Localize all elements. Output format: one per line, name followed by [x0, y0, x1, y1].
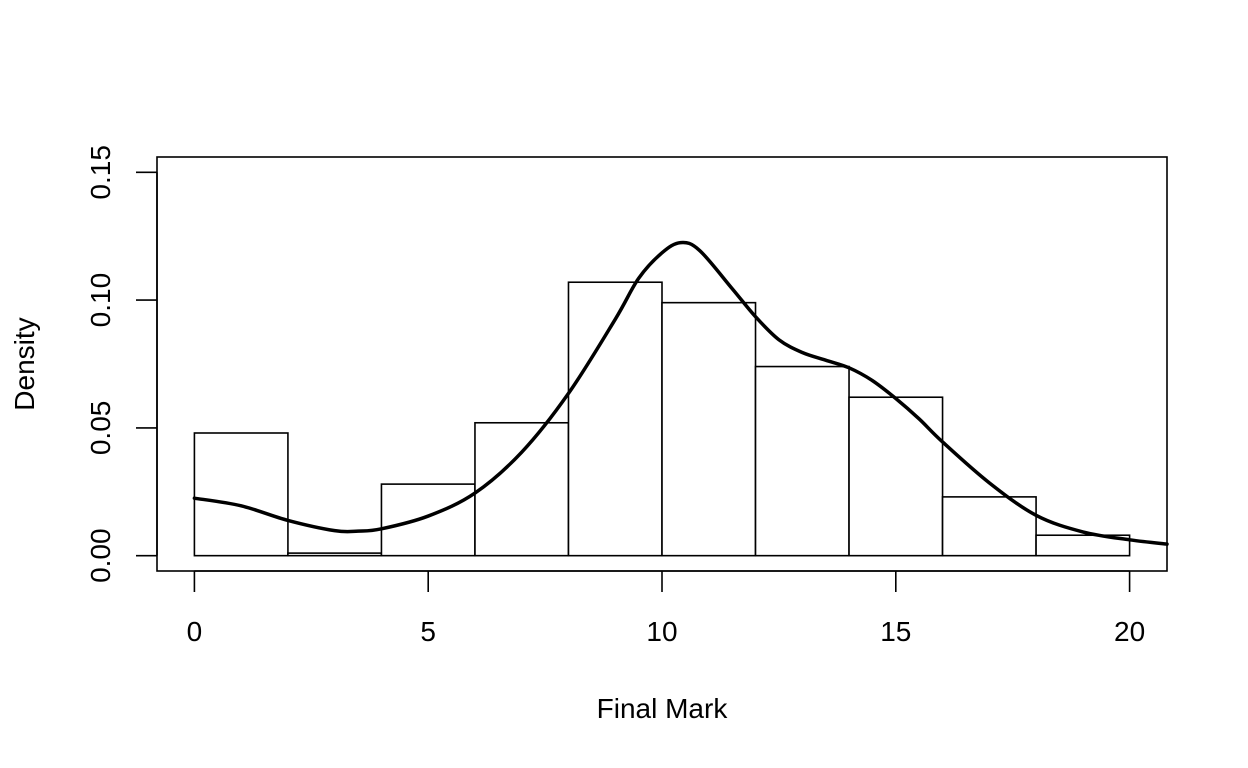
histogram-bar-5: [661, 301, 757, 557]
y-tick-label-2: 0.10: [85, 273, 116, 328]
y-tick-label-3: 0.15: [85, 145, 116, 200]
y-axis-title: Density: [9, 317, 40, 410]
histogram-bar-7: [848, 396, 944, 557]
x-axis-ticks: 0 5 10 15 20: [187, 571, 1145, 647]
y-tick-label-0: 0.00: [85, 528, 116, 583]
x-tick-label-1: 5: [420, 616, 436, 647]
histogram-bar-2: [380, 483, 476, 557]
x-tick-label-0: 0: [187, 616, 203, 647]
histogram-bars: [193, 281, 1131, 557]
histogram-bar-9: [1035, 534, 1131, 557]
x-axis-title: Final Mark: [597, 693, 729, 724]
histogram-bar-1: [287, 552, 383, 557]
histogram-bar-6: [754, 365, 850, 557]
histogram-bar-0: [193, 432, 289, 557]
y-tick-label-1: 0.05: [85, 401, 116, 456]
histogram-bar-3: [474, 421, 570, 557]
density-curve-line: [192, 240, 1169, 546]
histogram-bar-4: [567, 281, 663, 557]
x-tick-label-4: 20: [1114, 616, 1145, 647]
y-axis-ticks: 0.00 0.05 0.10 0.15: [85, 145, 157, 583]
x-tick-label-2: 10: [646, 616, 677, 647]
x-tick-label-3: 15: [880, 616, 911, 647]
